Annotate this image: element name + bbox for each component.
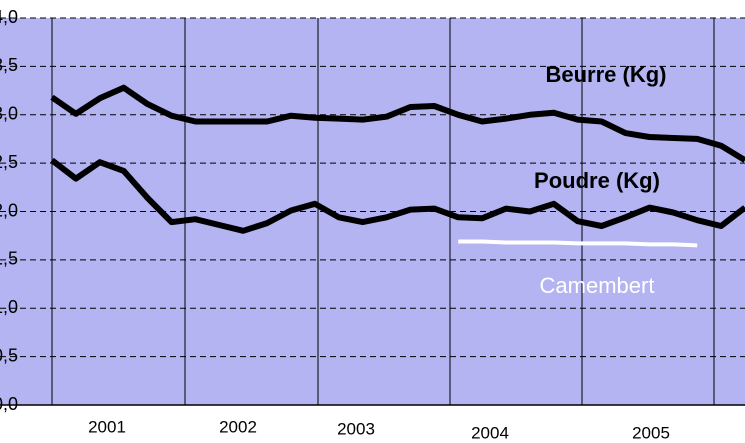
y-tick-label: 3,5 (0, 55, 18, 75)
series-label: Poudre (Kg) (534, 168, 660, 193)
y-tick-label: 1,0 (0, 297, 18, 317)
y-tick-label: 0,0 (0, 394, 18, 414)
series-label: Beurre (Kg) (545, 62, 666, 87)
line-series (458, 239, 698, 248)
y-tick-label: 2,0 (0, 200, 18, 220)
x-tick-label: 2003 (337, 419, 375, 438)
x-tick-label: 2004 (471, 423, 509, 442)
y-tick-label: 4,0 (0, 7, 18, 27)
y-tick-label: 3,0 (0, 104, 18, 124)
line-series (50, 84, 745, 163)
x-tick-label: 2001 (88, 417, 126, 436)
series-label: Camembert (540, 273, 655, 298)
y-tick-label: 2,5 (0, 152, 18, 172)
top-margin (0, 0, 745, 18)
x-tick-label: 2002 (219, 417, 257, 436)
line-series (50, 157, 745, 234)
x-tick-label: 2005 (632, 423, 670, 442)
y-tick-label: 0,5 (0, 345, 18, 365)
y-tick-label: 1,5 (0, 249, 18, 269)
